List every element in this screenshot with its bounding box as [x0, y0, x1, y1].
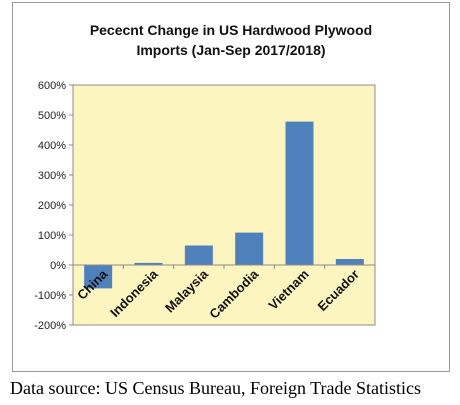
- bar-vietnam: [285, 121, 314, 265]
- y-tick-label: 0%: [50, 260, 66, 272]
- y-tick-label: 300%: [38, 170, 66, 182]
- y-tick-label: -100%: [34, 290, 66, 302]
- bar-ecuador: [335, 259, 364, 265]
- y-axis: -200% -100% 0% 100% 200% 300% 400% 500% 600%: [34, 80, 74, 332]
- source-note: Data source: US Census Bureau, Foreign T…: [10, 378, 421, 398]
- bar-cambodia: [235, 232, 264, 265]
- y-tick-label: 500%: [38, 110, 66, 122]
- bar-chart: -200%-100%0%100%200%300%400%500%600% Chi…: [34, 80, 376, 332]
- chart-title-line-2: Imports (Jan-Sep 2017/2018): [136, 42, 326, 58]
- y-tick-label: -200%: [34, 320, 66, 332]
- bar-china: [84, 265, 113, 289]
- y-tick-label: 200%: [38, 200, 66, 212]
- plot-area: [72, 84, 376, 326]
- y-tick-label: 100%: [38, 230, 66, 242]
- chart-title-line-1: Pececnt Change in US Hardwood Plywood: [89, 22, 373, 38]
- bar-indonesia: [134, 262, 163, 265]
- bar-malaysia: [184, 245, 213, 265]
- bars: [84, 121, 364, 289]
- y-tick-label: 600%: [38, 80, 66, 92]
- y-tick-label: 400%: [38, 140, 66, 152]
